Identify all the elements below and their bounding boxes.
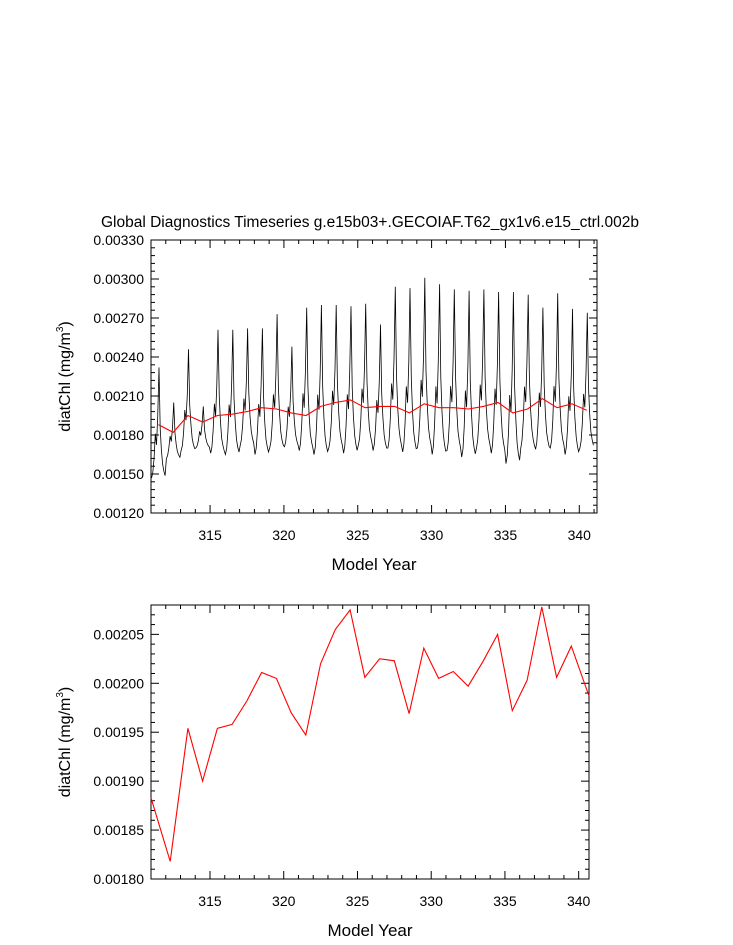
- top-chart-y-axis-label: diatChl (mg/m3): [55, 321, 74, 431]
- bottom-chart-y-tick-label: 0.00185: [93, 822, 144, 838]
- top-chart-y-axis-label-close: ): [57, 321, 74, 326]
- top-chart-x-tick-label: 315: [198, 527, 222, 543]
- top-chart-panel: 315 320 325 330 335 340 0.00120 0.00150 0.00180 0…: [55, 232, 598, 574]
- bottom-chart-series-annual-line: [150, 606, 590, 862]
- top-chart-y-tick-label: 0.00300: [93, 271, 144, 287]
- top-chart-y-tick-label: 0.00270: [93, 310, 144, 326]
- top-chart-x-axis-label: Model Year: [331, 555, 416, 574]
- bottom-chart-y-axis-label: diatChl (mg/m3): [55, 687, 74, 797]
- bottom-chart-y-axis-label-main: diatChl (mg/m: [57, 698, 74, 798]
- bottom-chart-x-tick-label: 320: [272, 893, 296, 909]
- bottom-chart-y-tick-label: 0.00180: [93, 871, 144, 887]
- top-chart-y-tick-label: 0.00120: [93, 505, 144, 521]
- top-chart-x-tick-label: 330: [420, 527, 444, 543]
- top-chart-series-monthly-line: [151, 277, 594, 478]
- top-chart-plot-area: 315 320 325 330 335 340 0.00120 0.00150 0.00180 0…: [93, 232, 598, 543]
- bottom-chart-x-tick-label: 325: [346, 893, 370, 909]
- bottom-chart-y-axis-label-superscript: 3: [55, 692, 66, 698]
- top-chart-y-tick-label: 0.00150: [93, 466, 144, 482]
- bottom-chart-x-tick-label: 330: [420, 893, 444, 909]
- bottom-chart-y-tick-label: 0.00205: [93, 626, 144, 642]
- top-chart-frame: [150, 239, 598, 514]
- bottom-chart-x-tick-label: 340: [567, 893, 591, 909]
- top-chart-x-tick-label: 320: [272, 527, 296, 543]
- bottom-chart-x-tick-label: 315: [198, 893, 222, 909]
- bottom-chart-y-axis-label-close: ): [57, 687, 74, 692]
- top-chart-y-axis-label-main: diatChl (mg/m: [57, 332, 74, 432]
- figure-title: Global Diagnostics Timeseries g.e15b03+.…: [101, 214, 639, 231]
- top-chart-x-tick-label: 340: [568, 527, 592, 543]
- top-chart-y-axis-label-superscript: 3: [55, 326, 66, 332]
- top-chart-y-tick-label: 0.00210: [93, 388, 144, 404]
- top-chart-x-tick-label: 325: [346, 527, 370, 543]
- bottom-chart-frame: [150, 604, 590, 880]
- top-chart-y-tick-label: 0.00330: [93, 232, 144, 248]
- bottom-chart-y-tick-label: 0.00195: [93, 724, 144, 740]
- bottom-chart-y-tick-label: 0.00190: [93, 773, 144, 789]
- bottom-chart-x-axis-label: Model Year: [327, 921, 412, 940]
- bottom-chart-plot-area: 315 320 325 330 335 340 0.00180 0.00185 0.00190 0…: [93, 604, 591, 909]
- top-chart-x-tick-label: 335: [494, 527, 518, 543]
- bottom-chart-y-tick-label: 0.00200: [93, 675, 144, 691]
- top-chart-series-annual-line: [158, 397, 587, 434]
- top-chart-y-tick-label: 0.00240: [93, 349, 144, 365]
- bottom-chart-x-tick-label: 335: [493, 893, 517, 909]
- bottom-chart-panel: 315 320 325 330 335 340 0.00180 0.00185 0.00190 0…: [55, 604, 591, 940]
- top-chart-y-tick-label: 0.00180: [93, 427, 144, 443]
